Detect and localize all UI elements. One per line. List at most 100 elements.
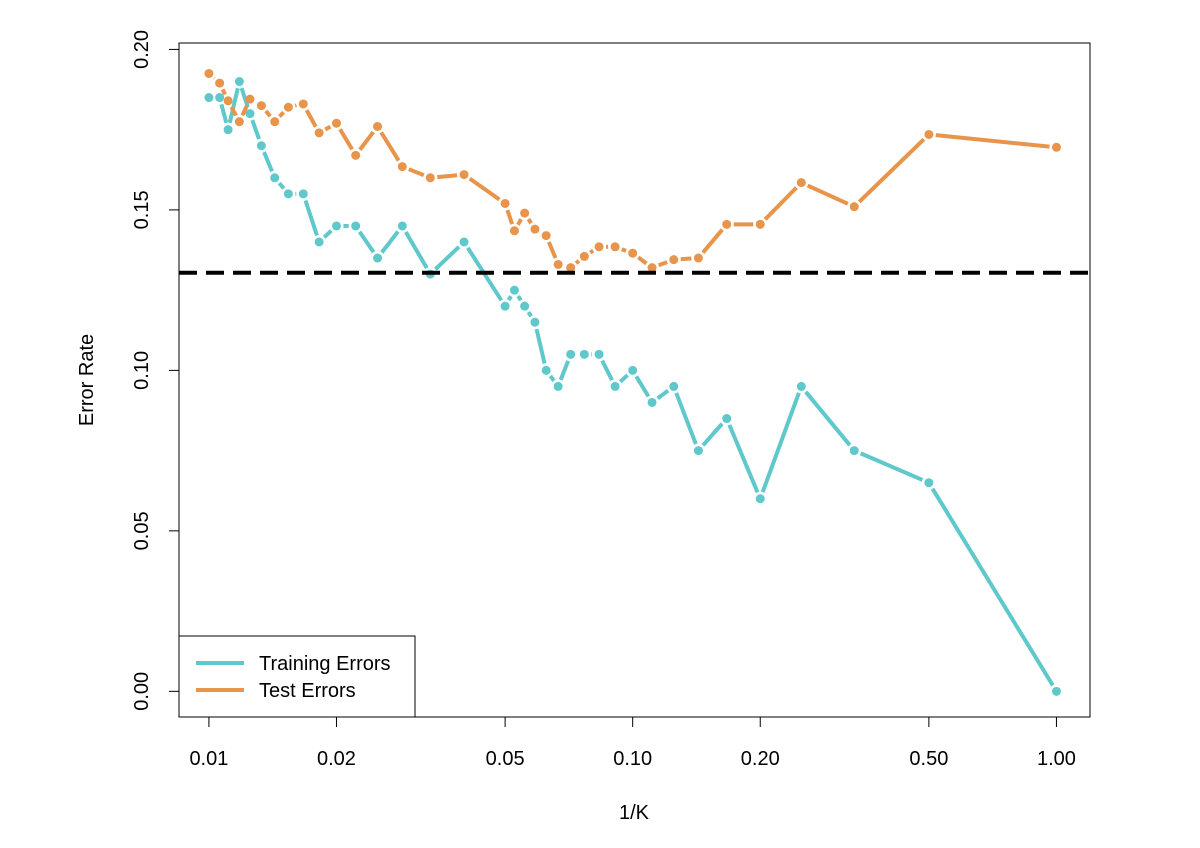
series-segment <box>701 228 724 254</box>
series-segment <box>680 256 692 262</box>
series-segment <box>227 87 240 124</box>
series-segment <box>468 176 501 202</box>
data-point <box>351 221 361 231</box>
series-segment <box>358 130 375 151</box>
series-segment <box>656 388 670 400</box>
legend: Training Errors Test Errors <box>178 635 416 718</box>
data-point <box>351 150 361 160</box>
data-point <box>373 121 383 131</box>
data-point <box>647 397 657 407</box>
series-segment <box>304 109 318 128</box>
series-training <box>204 77 1061 696</box>
series-segment <box>806 183 849 206</box>
data-point <box>849 446 859 456</box>
data-point <box>722 414 732 424</box>
series-segment <box>857 137 926 204</box>
series-segment <box>526 310 533 318</box>
data-point <box>270 173 280 183</box>
data-point <box>628 365 638 375</box>
series-segment <box>379 131 401 162</box>
data-point <box>314 128 324 138</box>
data-point <box>270 117 280 127</box>
series-segment <box>322 229 333 239</box>
data-point <box>693 253 703 263</box>
series-segment <box>380 230 400 254</box>
data-point <box>669 381 679 391</box>
series-segment <box>547 241 558 259</box>
x-tick-label: 0.20 <box>741 748 780 770</box>
data-point <box>520 208 530 218</box>
series-segment <box>534 328 547 365</box>
data-point <box>245 94 255 104</box>
data-point <box>331 118 341 128</box>
data-point <box>610 242 620 252</box>
series-segment <box>357 230 376 254</box>
data-point <box>796 178 806 188</box>
series-segment <box>220 88 227 96</box>
data-point <box>1051 142 1061 152</box>
series-segment <box>278 110 286 118</box>
series-segment <box>338 128 354 151</box>
series-segment <box>763 186 798 221</box>
data-point <box>397 162 407 172</box>
series-segment <box>589 248 595 255</box>
series-segment <box>433 245 461 271</box>
data-point <box>553 381 563 391</box>
series-segment <box>506 295 513 302</box>
data-point <box>298 99 308 109</box>
x-axis-label: 1/K <box>619 802 650 824</box>
data-point <box>509 226 519 236</box>
series-segment <box>277 181 286 190</box>
series-segment <box>516 294 523 302</box>
data-point <box>509 285 519 295</box>
series-segment <box>558 360 570 381</box>
data-point <box>397 221 407 231</box>
data-point <box>594 242 604 252</box>
series-segment <box>930 487 1055 687</box>
legend-box <box>178 635 416 718</box>
data-point <box>755 494 765 504</box>
data-point <box>924 129 934 139</box>
data-point <box>796 381 806 391</box>
x-tick-label: 0.01 <box>189 748 228 770</box>
series-segment <box>229 105 238 117</box>
data-point <box>298 189 308 199</box>
data-point <box>755 219 765 229</box>
data-point <box>1051 686 1061 696</box>
series-segment <box>701 422 724 447</box>
x-tick-label: 0.05 <box>486 748 525 770</box>
series-segment <box>804 390 852 447</box>
data-point <box>283 189 293 199</box>
data-point <box>215 78 225 88</box>
series-segment <box>404 230 429 270</box>
data-point <box>245 109 255 119</box>
legend-label-test: Test Errors <box>259 680 356 702</box>
data-point <box>566 263 576 273</box>
data-point <box>314 237 324 247</box>
data-point <box>500 198 510 208</box>
series-segment <box>408 167 425 178</box>
data-point <box>693 446 703 456</box>
data-point <box>223 125 233 135</box>
series-segment <box>526 217 533 225</box>
data-point <box>234 77 244 87</box>
series-segment <box>727 424 760 494</box>
plot-frame <box>178 42 1091 718</box>
series-layer <box>204 68 1061 696</box>
y-axis-label: Error Rate <box>76 334 98 426</box>
y-tick-label: 0.20 <box>131 30 153 69</box>
series-segment <box>303 199 319 236</box>
series-segment <box>239 87 250 108</box>
series-segment <box>574 259 581 265</box>
series-segment <box>262 151 274 173</box>
series-segment <box>548 374 556 383</box>
y-tick-label: 0.15 <box>131 190 153 229</box>
data-point <box>594 349 604 359</box>
series-segment <box>240 104 249 117</box>
data-point <box>204 68 214 78</box>
data-point <box>256 141 266 151</box>
y-axis: 0.00 0.05 0.10 0.15 0.20 <box>131 30 180 711</box>
series-test <box>204 68 1061 273</box>
x-axis: 0.01 0.02 0.05 0.10 0.20 0.50 1.00 <box>189 716 1076 770</box>
